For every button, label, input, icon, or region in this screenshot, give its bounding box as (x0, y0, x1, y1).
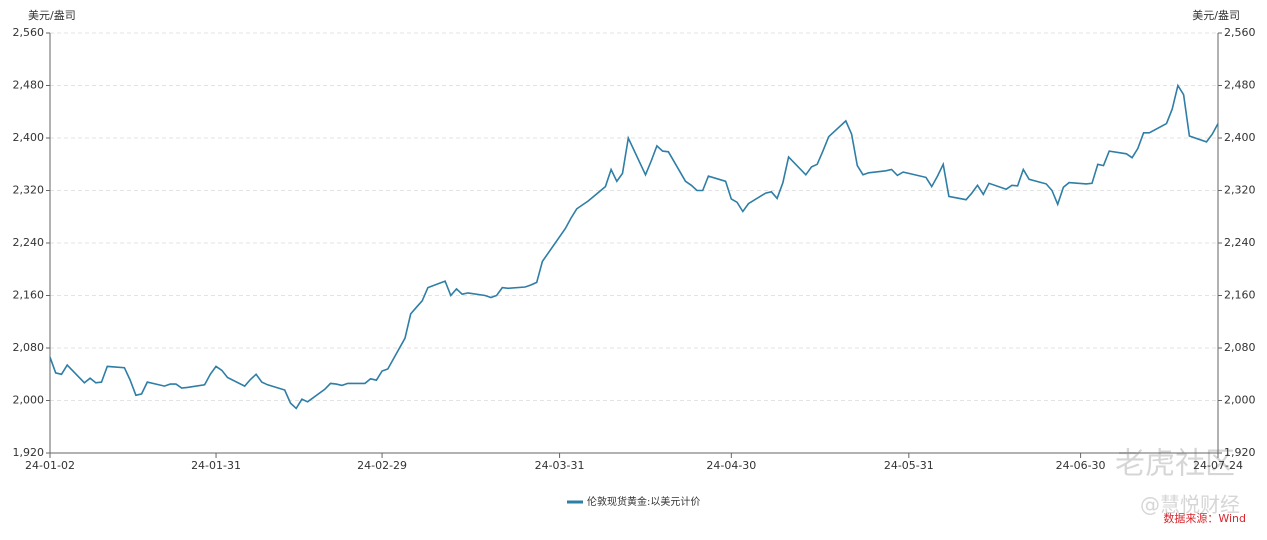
y-axis-unit: 美元/盎司 (28, 8, 76, 22)
y-tick-label: 2,400 (13, 131, 45, 144)
x-tick-label: 24-01-02 (25, 459, 75, 472)
y2-tick-label: 2,320 (1224, 184, 1256, 197)
y-tick-label: 2,160 (13, 289, 45, 302)
watermark: 老虎社区 (1115, 447, 1235, 482)
legend-label: 伦敦现货黄金:以美元计价 (587, 495, 700, 508)
x-tick-label: 24-06-30 (1056, 459, 1106, 472)
x-tick-label: 24-02-29 (357, 459, 407, 472)
watermark: @慧悦财经 (1140, 493, 1240, 517)
x-tick-label: 24-07-24 (1193, 459, 1243, 472)
y-tick-label: 2,480 (13, 79, 45, 92)
y2-tick-label: 2,000 (1224, 394, 1256, 407)
x-tick-label: 24-05-31 (884, 459, 934, 472)
y2-tick-label: 1,920 (1224, 446, 1256, 459)
line-series (49, 83, 1219, 410)
y2-tick-label: 2,080 (1224, 341, 1256, 354)
y-tick-label: 2,320 (13, 184, 45, 197)
source-note: 数据来源：Wind (1163, 511, 1246, 525)
y2-tick-label: 2,160 (1224, 289, 1256, 302)
y-tick-label: 2,240 (13, 236, 45, 249)
y2-tick-label: 2,560 (1224, 26, 1256, 39)
y2-tick-label: 2,480 (1224, 79, 1256, 92)
x-tick-label: 24-04-30 (706, 459, 756, 472)
y-tick-label: 2,560 (13, 26, 45, 39)
y-tick-label: 1,920 (13, 446, 45, 459)
y2-tick-label: 2,400 (1224, 131, 1256, 144)
y2-tick-label: 2,240 (1224, 236, 1256, 249)
x-tick-label: 24-01-31 (191, 459, 241, 472)
y-tick-label: 2,000 (13, 394, 45, 407)
x-tick-label: 24-03-31 (535, 459, 585, 472)
y-tick-label: 2,080 (13, 341, 45, 354)
y2-axis-unit: 美元/盎司 (1192, 8, 1240, 22)
